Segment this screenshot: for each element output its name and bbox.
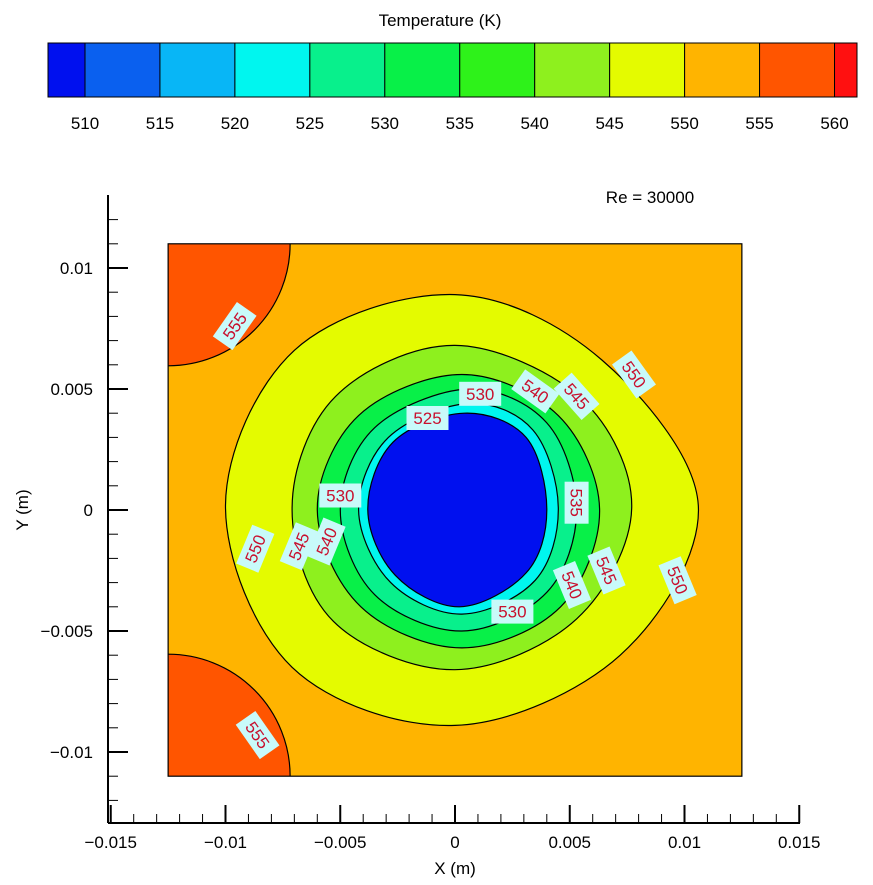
contour-field: [167, 243, 743, 777]
colorbar-swatch: [834, 42, 858, 98]
colorbar-tick-label: 555: [745, 114, 773, 133]
region-below-525: [367, 412, 548, 608]
contour-label-background: [553, 372, 600, 420]
colorbar-tick-label: 530: [371, 114, 399, 133]
reynolds-annotation: Re = 30000: [606, 188, 694, 207]
contour-label-background: [459, 381, 502, 406]
colorbar-tick-label: 520: [221, 114, 249, 133]
colorbar-tick-label: 540: [521, 114, 549, 133]
colorbar-swatch: [759, 42, 836, 98]
colorbar-swatch: [684, 42, 761, 98]
x-tick-label: −0.015: [85, 833, 137, 852]
x-tick-label: −0.01: [204, 833, 247, 852]
contour-label-background: [491, 599, 534, 624]
contour-label-background: [406, 406, 449, 430]
x-axis-title: X (m): [434, 859, 476, 878]
contour-label-background: [658, 556, 697, 605]
y-tick-label: −0.005: [41, 622, 93, 641]
colorbar-swatch: [47, 42, 86, 98]
contour-label-background: [319, 483, 362, 508]
domain-border: [167, 243, 743, 777]
x-tick-label: 0.005: [548, 833, 591, 852]
y-axis-ticks: 0.01 0.005 0 −0.005 −0.01: [41, 219, 128, 801]
contour-label: 530: [491, 599, 534, 624]
colorbar-swatch: [309, 42, 386, 98]
y-axis-title: Y (m): [13, 489, 32, 530]
colorbar-tick-labels: 510 515 520 525 530 535 540 545 550 555 560: [71, 114, 849, 133]
colorbar-tick-label: 515: [146, 114, 174, 133]
colorbar-swatch: [459, 42, 536, 98]
y-tick-label: 0.01: [60, 259, 93, 278]
contour-label-background: [564, 481, 589, 524]
colorbar-tick-label: 535: [446, 114, 474, 133]
contour-label-background: [235, 711, 280, 760]
colorbar-tick-label: 545: [595, 114, 623, 133]
colorbar-swatch: [234, 42, 311, 98]
colorbar: [47, 42, 858, 98]
contour-label-background: [552, 561, 592, 609]
y-tick-label: −0.01: [50, 743, 93, 762]
contour-label-text: 535: [567, 489, 586, 517]
colorbar-tick-label: 510: [71, 114, 99, 133]
y-tick-label: 0: [84, 501, 93, 520]
contour-label: 525: [406, 406, 449, 430]
colorbar-swatch: [384, 42, 461, 98]
y-tick-label: 0.005: [50, 380, 93, 399]
contour-label-text: 530: [466, 385, 494, 404]
colorbar-swatch: [609, 42, 686, 98]
contour-label-text: 530: [326, 487, 354, 506]
colorbar-title: Temperature (K): [379, 11, 502, 30]
contour-label-text: 530: [498, 603, 526, 622]
x-tick-label: 0: [450, 833, 459, 852]
x-tick-label: 0.015: [778, 833, 821, 852]
region-above-555-top-left: [168, 243, 291, 367]
contour-label: 530: [319, 483, 362, 508]
colorbar-swatch: [159, 42, 236, 98]
x-axis-ticks: −0.015 −0.01 −0.005 0 0.005 0.01 0.015: [85, 805, 821, 852]
colorbar-tick-label: 550: [670, 114, 698, 133]
colorbar-swatch: [84, 42, 161, 98]
contour-label-text: 525: [413, 409, 441, 428]
contour-label: 535: [564, 481, 589, 524]
x-tick-label: 0.01: [668, 833, 701, 852]
contour-label-background: [236, 524, 275, 573]
colorbar-tick-label: 525: [296, 114, 324, 133]
contour-label-background: [212, 302, 257, 351]
contour-label-background: [279, 522, 319, 571]
contour-label-background: [307, 517, 346, 566]
x-tick-label: −0.005: [314, 833, 366, 852]
colorbar-tick-label: 560: [820, 114, 848, 133]
colorbar-swatch: [534, 42, 611, 98]
contour-label-background: [511, 369, 560, 414]
contour-label-background: [612, 350, 656, 399]
contour-label-background: [587, 546, 626, 595]
contour-label: 530: [459, 381, 502, 406]
